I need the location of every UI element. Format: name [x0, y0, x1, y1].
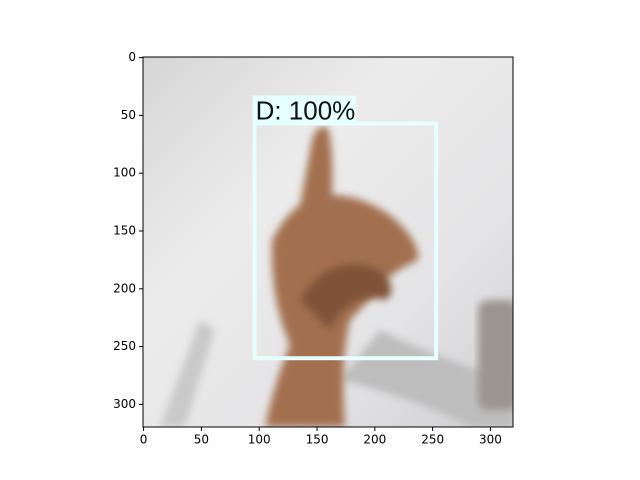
label-background — [252, 95, 357, 124]
y-tick-label: 0 — [128, 50, 136, 64]
x-tick-label: 200 — [363, 433, 386, 447]
x-tick-label: 50 — [194, 433, 209, 447]
x-tick-label: 150 — [306, 433, 329, 447]
x-tick-label: 0 — [140, 433, 148, 447]
y-tick-label: 300 — [113, 397, 136, 411]
y-tick-label: 50 — [121, 108, 136, 122]
detection-label: D: 100% — [256, 95, 356, 125]
x-tick-label: 300 — [479, 433, 502, 447]
y-tick-label: 200 — [113, 281, 136, 295]
y-tick-label: 150 — [113, 224, 136, 238]
x-tick-label: 250 — [421, 433, 444, 447]
y-tick-label: 100 — [113, 166, 136, 180]
y-tick-label: 250 — [113, 339, 136, 353]
axes-frame — [142, 56, 514, 428]
x-tick-label: 100 — [248, 433, 271, 447]
